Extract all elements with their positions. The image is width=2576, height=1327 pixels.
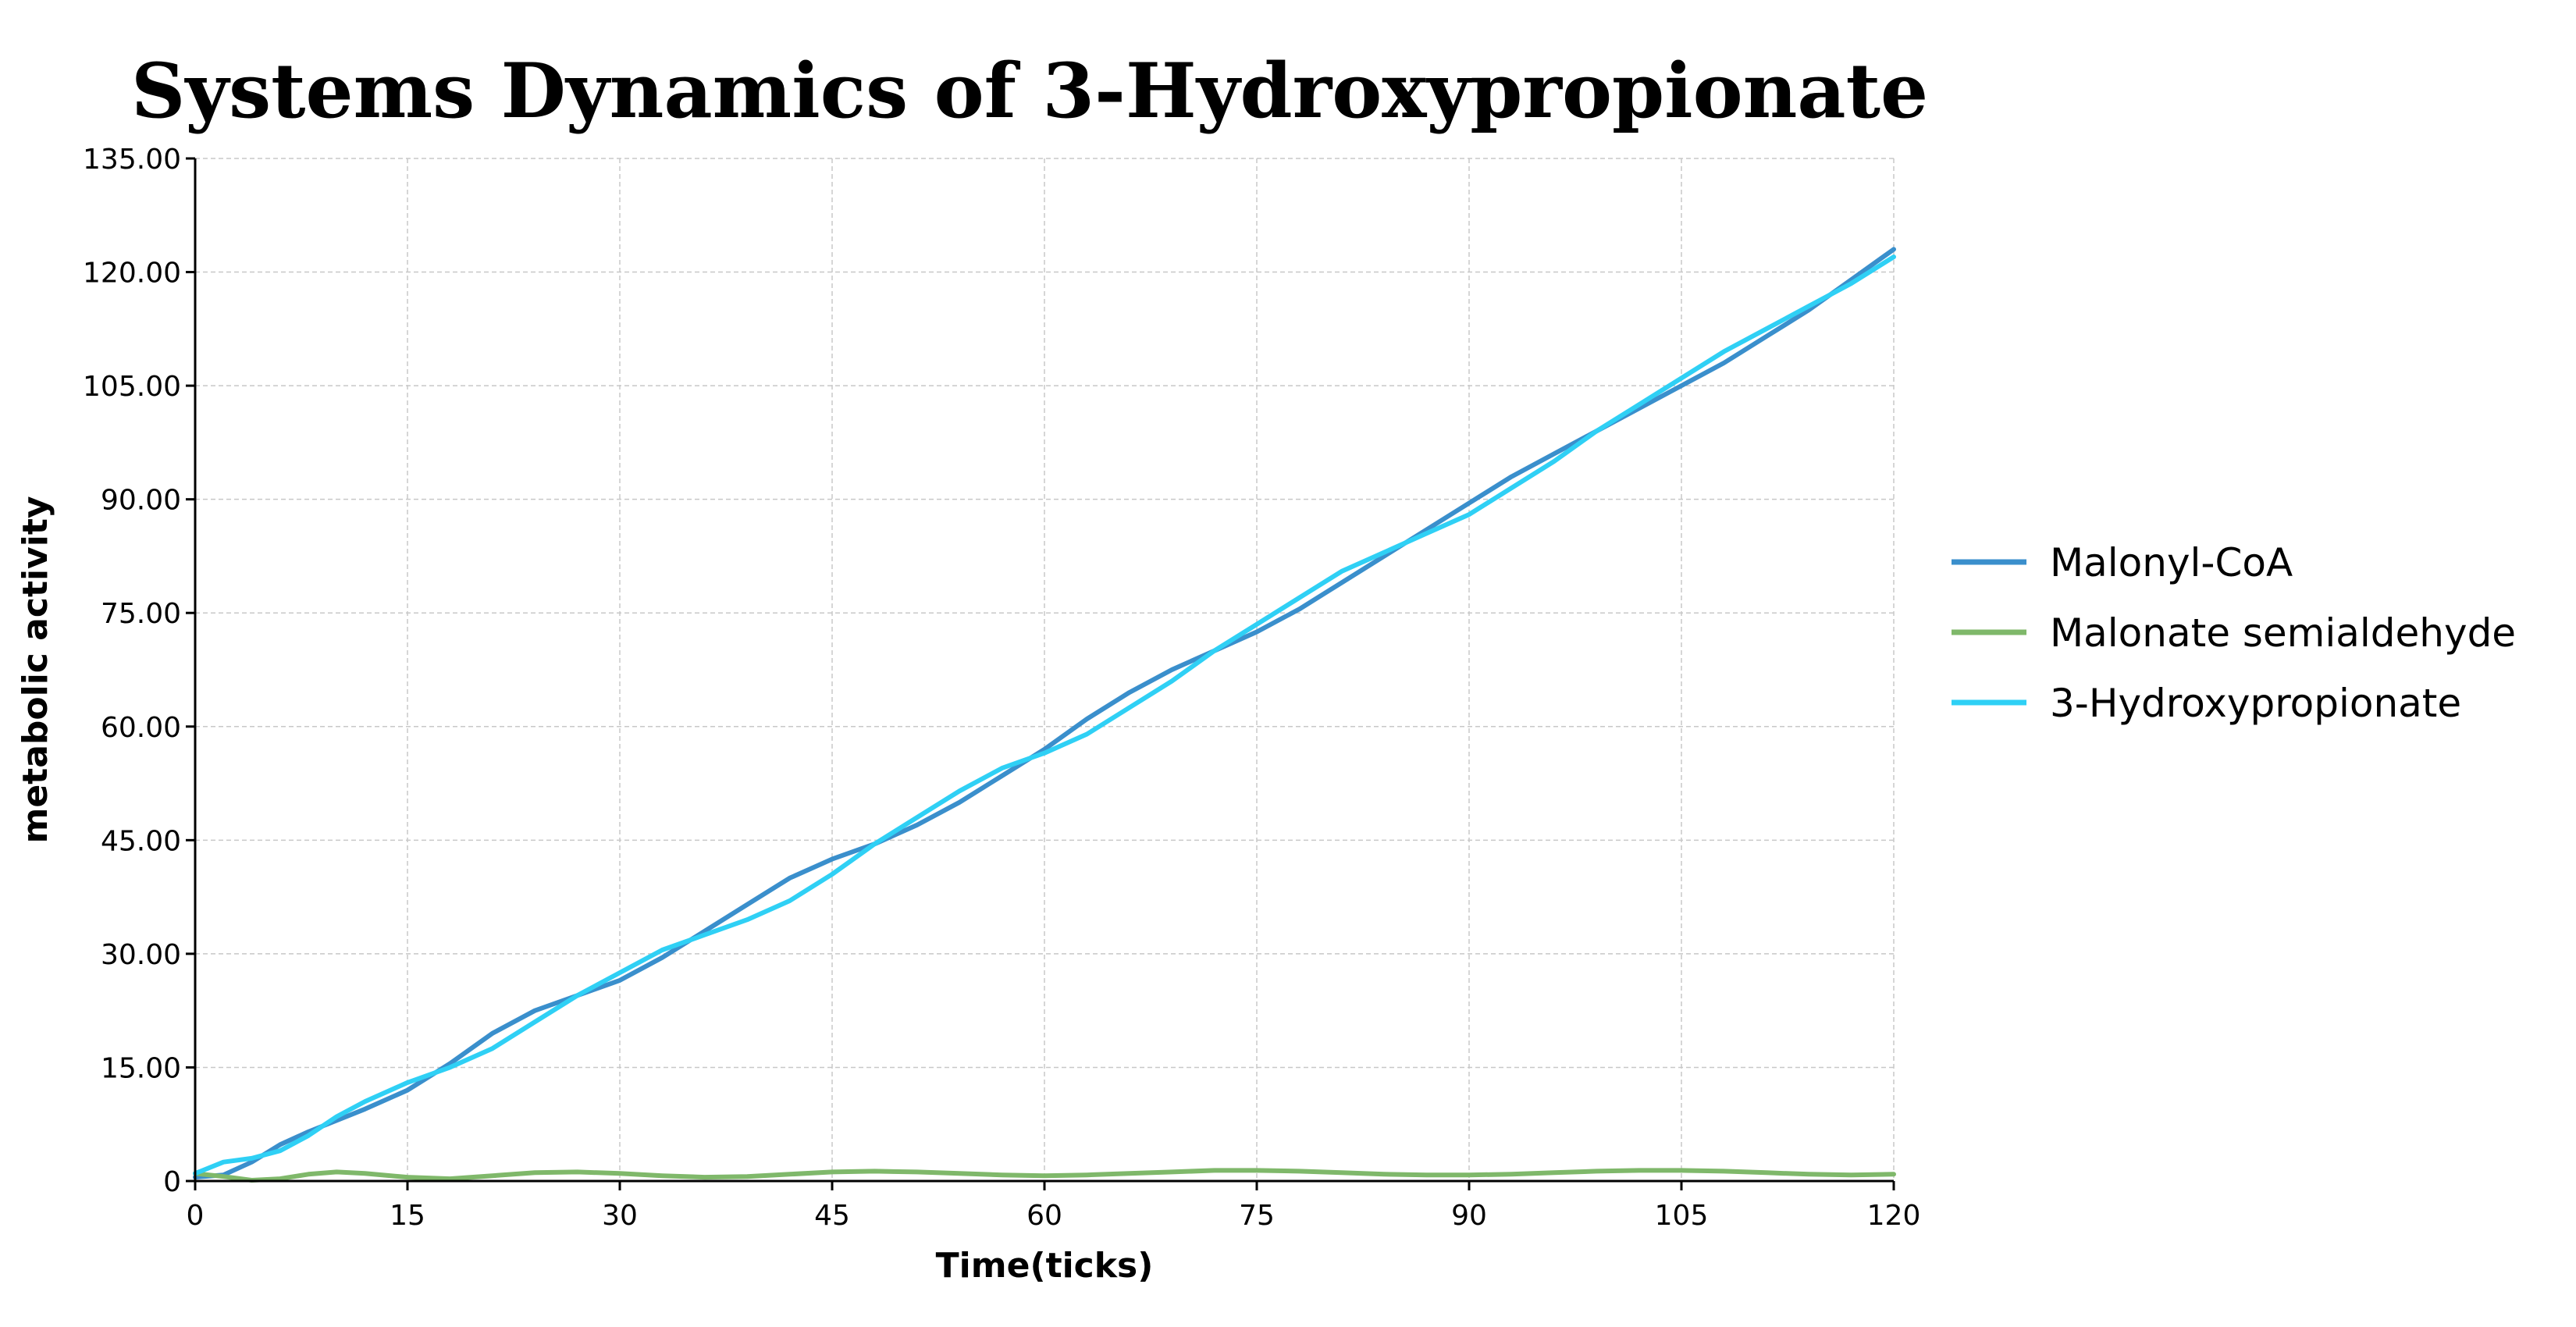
x-tick-label: 45	[814, 1200, 850, 1232]
legend-label-3: 3-Hydroxypropionate	[2050, 681, 2461, 726]
y-tick-label: 105.00	[83, 371, 181, 403]
x-tick-label: 15	[390, 1200, 425, 1232]
y-tick-label: 30.00	[101, 939, 181, 971]
x-axis-title: Time(ticks)	[936, 1246, 1154, 1286]
x-tick-label: 0	[187, 1200, 205, 1232]
series-group	[193, 247, 1896, 1183]
y-tick-label: 45.00	[101, 825, 181, 857]
series-line-2	[193, 1168, 1896, 1183]
y-tick-label: 120.00	[83, 258, 181, 290]
x-tick-label: 30	[602, 1200, 638, 1232]
y-ticks: 0 15.00 30.00 45.00 60.00 75.00 90.00 105.00 120…	[83, 144, 195, 1198]
grid	[195, 158, 1895, 1181]
x-tick-label: 90	[1451, 1200, 1487, 1232]
x-tick-label: 120	[1867, 1200, 1921, 1232]
x-ticks: 0 15 30 45 60 75 90 105 120	[187, 1181, 1921, 1232]
y-tick-label: 0	[163, 1166, 181, 1198]
x-tick-label: 75	[1239, 1200, 1275, 1232]
series-line-3	[193, 254, 1896, 1176]
legend-label-2: Malonate semialdehyde	[2050, 610, 2516, 656]
x-tick-label: 105	[1655, 1200, 1709, 1232]
y-axis-title: metabolic activity	[16, 496, 55, 843]
y-tick-label: 90.00	[101, 485, 181, 517]
y-tick-label: 15.00	[101, 1052, 181, 1084]
legend-label-1: Malonyl-CoA	[2050, 540, 2293, 585]
x-tick-label: 60	[1026, 1200, 1062, 1232]
y-tick-label: 135.00	[83, 144, 181, 176]
legend: Malonyl-CoA Malonate semialdehyde 3-Hydrox…	[1952, 540, 2516, 726]
y-tick-label: 60.00	[101, 712, 181, 744]
chart-title: Systems Dynamics of 3-Hydroxypropionate	[131, 47, 1928, 135]
y-tick-label: 75.00	[101, 598, 181, 630]
